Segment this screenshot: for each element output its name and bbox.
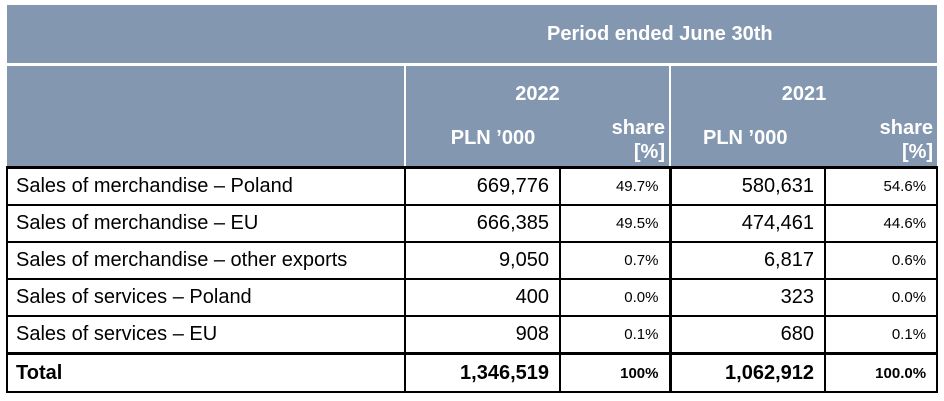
value-2022: 9,050	[404, 241, 561, 280]
total-share-2022: 100%	[559, 352, 671, 393]
table-row: Sales of merchandise – other exports 9,0…	[6, 241, 939, 280]
total-label: Total	[6, 352, 406, 393]
share-2021: 0.6%	[823, 241, 939, 280]
unit-heading-2021: PLN ’000	[669, 110, 825, 168]
table-row: Sales of services – Poland 400 0.0% 323 …	[6, 278, 939, 317]
share-2022: 0.1%	[559, 315, 671, 355]
total-share-2021: 100.0%	[823, 352, 939, 393]
share-2021: 44.6%	[823, 204, 939, 243]
header-row-period: Period ended June 30th	[7, 5, 938, 66]
share-2022: 49.7%	[559, 166, 671, 206]
share-2021: 54.6%	[823, 166, 939, 206]
share-heading-2022: share [%]	[560, 110, 670, 168]
sales-table-container: Period ended June 30th 2022 2021 PLN ’00…	[6, 5, 939, 393]
total-value-2022: 1,346,519	[404, 352, 561, 393]
value-2021: 323	[668, 278, 826, 317]
value-2021: 680	[668, 315, 826, 355]
sales-table: Period ended June 30th 2022 2021 PLN ’00…	[6, 5, 939, 393]
value-2021: 474,461	[668, 204, 826, 243]
row-label: Sales of merchandise – Poland	[6, 166, 406, 206]
period-heading: Period ended June 30th	[405, 5, 938, 66]
share-heading-2022-line1: share	[611, 117, 665, 139]
share-2022: 49.5%	[559, 204, 671, 243]
table-body: Sales of merchandise – Poland 669,776 49…	[6, 166, 939, 393]
total-value-2021: 1,062,912	[668, 352, 826, 393]
share-2022: 0.7%	[559, 241, 671, 280]
value-2021: 580,631	[668, 166, 826, 206]
value-2022: 400	[404, 278, 561, 317]
share-heading-2021-line2: [%]	[901, 141, 934, 163]
header-label-blank	[7, 65, 405, 168]
row-label: Sales of merchandise – EU	[6, 204, 406, 243]
row-label: Sales of services – Poland	[6, 278, 406, 317]
total-row: Total 1,346,519 100% 1,062,912 100.0%	[6, 352, 939, 393]
header-blank-cell	[7, 5, 405, 66]
row-label: Sales of services – EU	[6, 315, 406, 355]
table-row: Sales of merchandise – EU 666,385 49.5% …	[6, 204, 939, 243]
share-2022: 0.0%	[559, 278, 671, 317]
row-label: Sales of merchandise – other exports	[6, 241, 406, 280]
share-heading-2021-line1: share	[879, 117, 934, 139]
share-heading-2022-line2: [%]	[633, 141, 665, 163]
year-heading-2021: 2021	[668, 64, 938, 110]
value-2021: 6,817	[668, 241, 826, 280]
header-row-years: 2022 2021	[7, 64, 938, 110]
value-2022: 908	[404, 315, 561, 355]
header-row-units: PLN ’000 share [%] PLN ’000 share [%]	[7, 110, 937, 168]
table-row: Sales of merchandise – Poland 669,776 49…	[6, 166, 939, 206]
unit-heading-2022: PLN ’000	[404, 110, 560, 168]
table-header: Period ended June 30th 2022 2021 PLN ’00…	[7, 5, 938, 168]
share-2021: 0.0%	[823, 278, 939, 317]
value-2022: 669,776	[404, 166, 561, 206]
share-2021: 0.1%	[823, 315, 939, 355]
share-heading-2021: share [%]	[825, 110, 937, 168]
table-row: Sales of services – EU 908 0.1% 680 0.1%	[6, 315, 939, 355]
value-2022: 666,385	[404, 204, 561, 243]
year-heading-2022: 2022	[404, 64, 670, 110]
